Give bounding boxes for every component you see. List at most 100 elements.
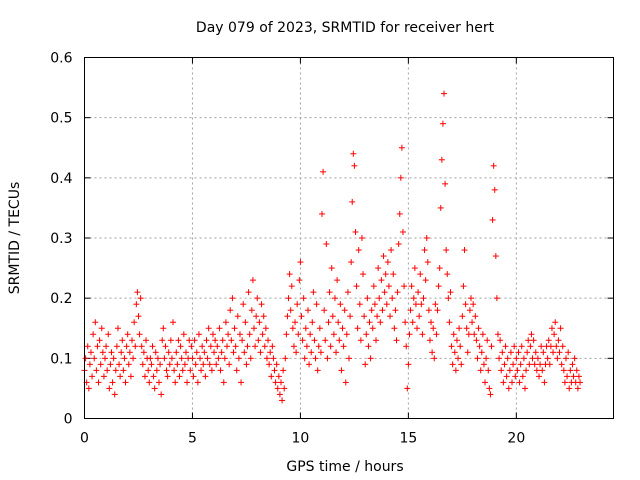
data-point <box>99 349 106 356</box>
data-point <box>336 337 343 344</box>
data-point <box>354 325 361 332</box>
data-point <box>544 355 551 362</box>
data-point <box>406 331 413 338</box>
data-point <box>462 301 469 308</box>
data-point <box>240 301 247 308</box>
data-point <box>165 349 172 356</box>
data-point <box>140 349 147 356</box>
data-point <box>320 168 327 175</box>
data-point <box>218 349 225 356</box>
data-point <box>227 307 234 314</box>
data-point <box>294 301 301 308</box>
data-point <box>472 313 479 320</box>
data-point <box>399 228 406 235</box>
data-point <box>253 313 260 320</box>
data-point <box>134 289 141 296</box>
data-point <box>321 307 328 314</box>
data-point <box>259 331 266 338</box>
data-point <box>284 313 291 320</box>
data-point <box>524 349 531 356</box>
data-point <box>537 361 544 368</box>
data-point <box>232 343 239 350</box>
data-point <box>365 343 372 350</box>
data-point <box>329 313 336 320</box>
data-point <box>239 337 246 344</box>
data-point <box>521 385 528 392</box>
data-point <box>564 373 571 380</box>
data-point <box>457 343 464 350</box>
data-point <box>265 337 272 344</box>
data-point <box>178 355 185 362</box>
data-point <box>571 355 578 362</box>
data-point <box>180 331 187 338</box>
data-point <box>217 367 224 374</box>
data-point <box>107 361 114 368</box>
data-point <box>184 379 191 386</box>
x-tick-label: 0 <box>80 431 89 447</box>
data-point <box>432 301 439 308</box>
data-point <box>422 277 429 284</box>
data-point <box>451 349 458 356</box>
data-point <box>288 283 295 290</box>
data-point <box>494 331 501 338</box>
data-point <box>352 228 359 235</box>
data-point <box>213 361 220 368</box>
data-point <box>300 295 307 302</box>
x-tick-label: 10 <box>292 431 310 447</box>
data-point <box>92 319 99 326</box>
data-point <box>474 355 481 362</box>
data-point <box>150 373 157 380</box>
data-point <box>245 289 252 296</box>
data-point <box>533 367 540 374</box>
data-point <box>557 325 564 332</box>
data-point <box>268 373 275 380</box>
data-point <box>361 313 368 320</box>
data-point <box>311 337 318 344</box>
data-point <box>287 307 294 314</box>
data-point <box>467 295 474 302</box>
data-point <box>421 247 428 254</box>
data-point <box>408 283 415 290</box>
data-point <box>384 259 391 266</box>
data-point <box>126 349 133 356</box>
data-point <box>95 379 102 386</box>
data-point <box>464 349 471 356</box>
data-point <box>250 325 257 332</box>
data-point <box>181 361 188 368</box>
y-tick-label: 0.6 <box>50 51 72 67</box>
data-point <box>154 355 161 362</box>
data-point <box>363 331 370 338</box>
data-point <box>566 385 573 392</box>
data-point <box>425 307 432 314</box>
data-point <box>316 325 323 332</box>
data-point <box>418 301 425 308</box>
data-point <box>280 367 287 374</box>
data-point <box>460 283 467 290</box>
data-point <box>370 283 377 290</box>
data-point <box>469 319 476 326</box>
data-point <box>241 349 248 356</box>
data-point <box>569 361 576 368</box>
data-point <box>496 355 503 362</box>
data-point <box>438 156 445 163</box>
data-point <box>344 289 351 296</box>
data-point <box>490 162 497 169</box>
data-point <box>539 367 546 374</box>
data-point <box>298 313 305 320</box>
data-point <box>395 241 402 248</box>
data-point <box>303 343 310 350</box>
data-point <box>479 331 486 338</box>
data-point <box>553 343 560 350</box>
data-point <box>492 253 499 260</box>
data-point <box>130 355 137 362</box>
data-point <box>410 295 417 302</box>
data-point <box>266 361 273 368</box>
data-point <box>470 301 477 308</box>
data-point <box>404 385 411 392</box>
data-point <box>435 283 442 290</box>
data-point <box>102 355 109 362</box>
data-point <box>114 325 121 332</box>
data-point <box>519 373 526 380</box>
data-point <box>98 325 105 332</box>
data-point <box>529 355 536 362</box>
